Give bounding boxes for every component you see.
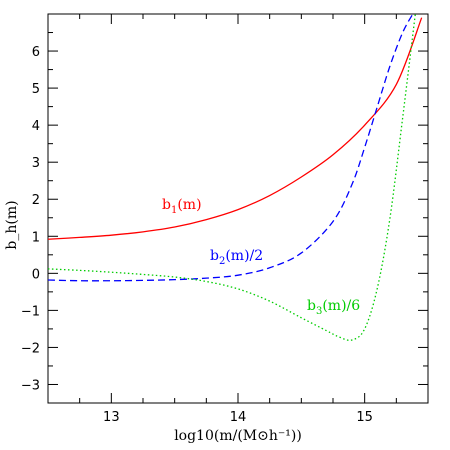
y-tick-label: 6 — [32, 45, 40, 60]
axis-ticks — [47, 13, 429, 404]
y-tick-label: −3 — [21, 378, 40, 393]
series-label-b1: b1(m) — [162, 197, 202, 216]
x-tick-label: 13 — [103, 410, 120, 425]
y-tick-label: 0 — [32, 267, 40, 282]
series-label-b2: b2(m)/2 — [210, 248, 263, 267]
series-lines — [48, 14, 423, 341]
x-tick-label: 14 — [230, 410, 247, 425]
y-tick-label: 3 — [32, 156, 40, 171]
series-label-b3: b3(m)/6 — [307, 298, 360, 317]
x-axis-title: log10(m/(M⊙h⁻¹)) — [174, 428, 302, 444]
y-axis-title: b_h(m) — [4, 200, 20, 249]
y-tick-label: −2 — [21, 341, 40, 356]
series-line-b3 — [48, 14, 416, 341]
y-tick-label: 1 — [32, 230, 40, 245]
plot-frame — [47, 13, 429, 404]
axis-tick-labels: 13 14 15 −3 −2 −1 0 1 2 3 4 5 6 — [21, 45, 373, 425]
x-tick-label: 15 — [356, 410, 373, 425]
series-line-b2 — [48, 14, 414, 282]
y-tick-label: 2 — [32, 193, 40, 208]
y-tick-label: 4 — [32, 119, 40, 134]
y-tick-label: 5 — [32, 82, 40, 97]
series-line-b1 — [48, 17, 423, 240]
y-tick-label: −1 — [21, 304, 40, 319]
